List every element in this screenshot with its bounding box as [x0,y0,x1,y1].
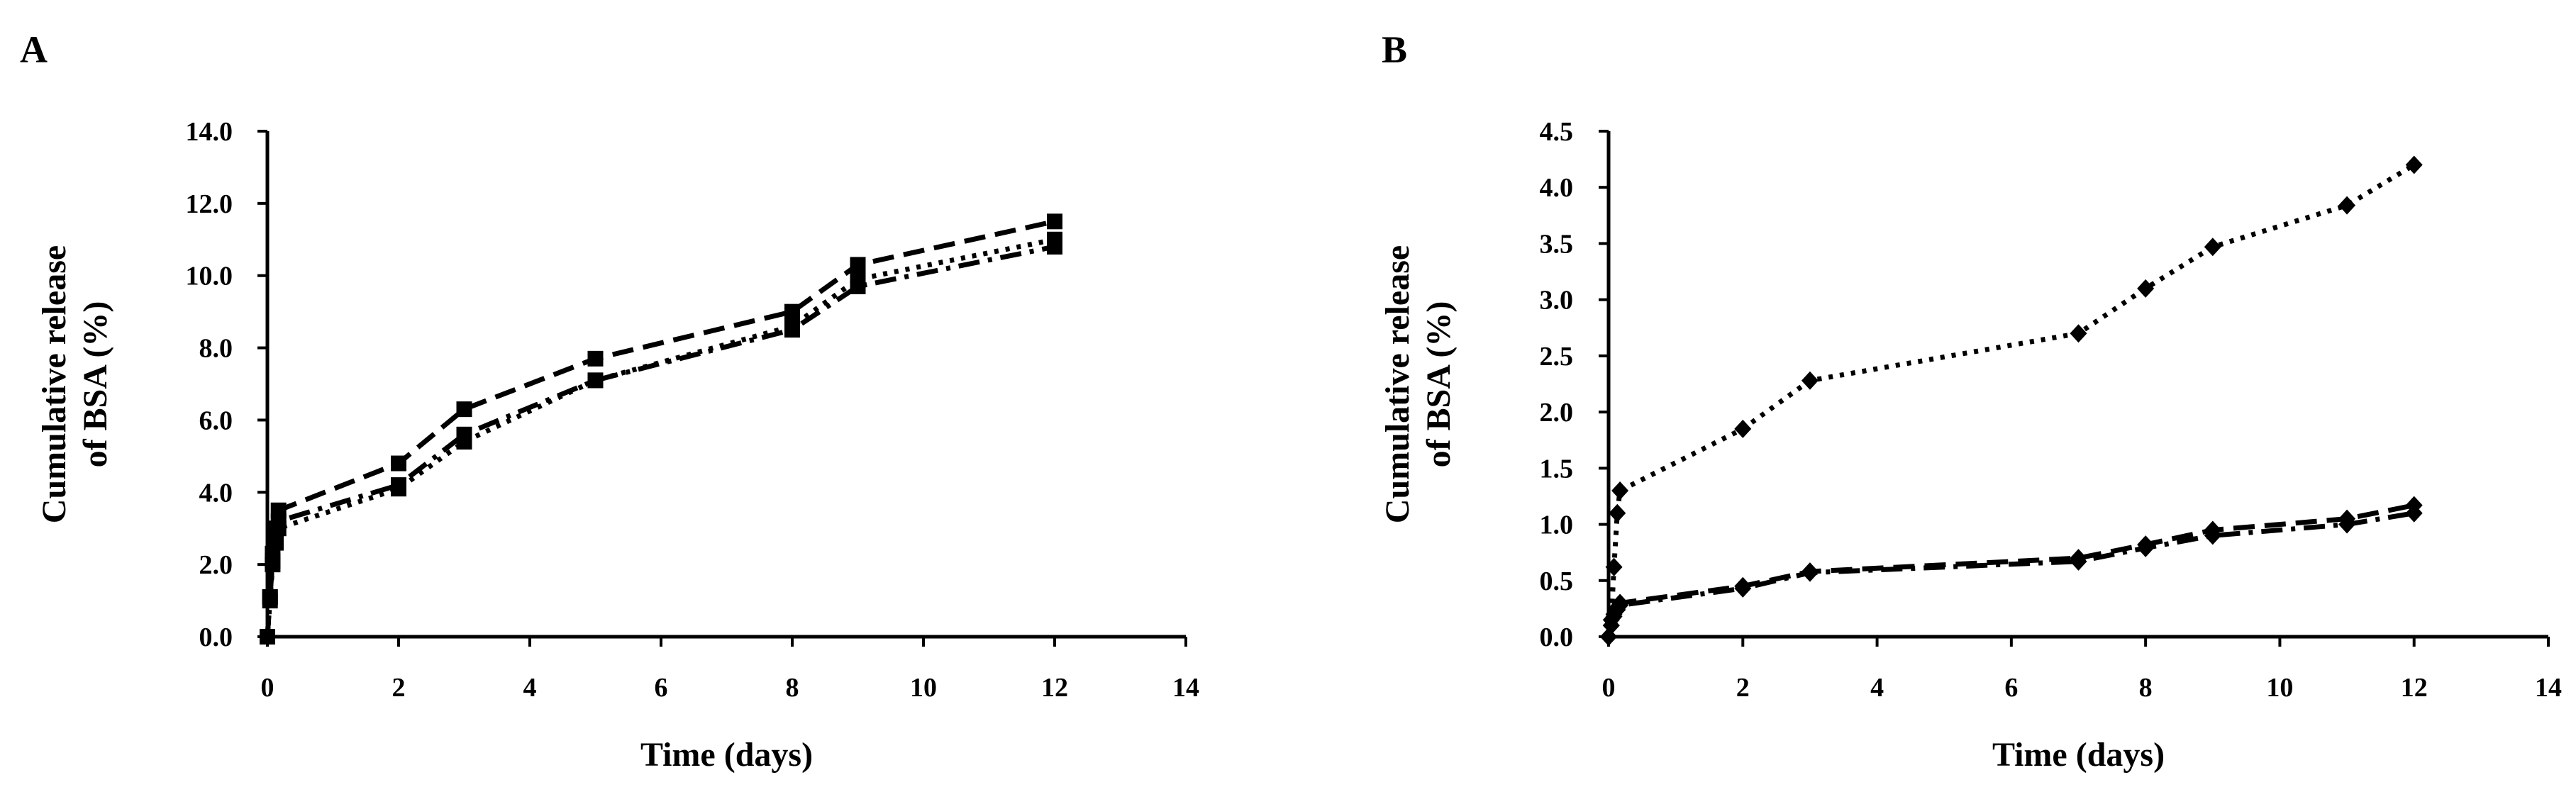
panel-a-x-tick-label: 4 [523,673,537,703]
panel-b-y-axis-title-line1: Cumulative release [1379,245,1416,523]
panel-b-letter: B [1382,28,1407,71]
panel-a-y-tick-label: 14.0 [186,117,233,147]
panel-b-series-dotted-point [2405,155,2423,174]
panel-a-series-dash-dot-point [1047,238,1062,255]
panel-a-letter: A [20,28,48,71]
panel-a-series-dash-dot-point [456,426,472,442]
panel-b-x-tick-label: 10 [2266,673,2293,703]
panel-a-series-dash-dot-point [850,278,866,294]
panel-b-x-axis-title: Time (days) [1992,736,2165,774]
panel-b-x-tick-label: 14 [2535,673,2562,703]
panel-b: B 0.0 0.5 1.0 1.5 2.0 2.5 3.0 3.5 4.0 4.5 0 2 4 6 8 10 12… [1379,28,2562,774]
panel-b-series-dotted-point [1734,419,1752,438]
panel-b-series-dash-dot-point [1734,579,1752,598]
panel-b-y-tick-label: 1.0 [1540,511,1574,540]
panel-a-series-dash-dot-point [262,589,278,605]
panel-a-series-dashed-point [587,350,604,367]
panel-b-y-tick-label: 3.0 [1540,286,1574,316]
panel-a: A 0.0 2.0 4.0 6.0 8.0 10.0 12.0 14.0 0 2 4 6 8 10 12 14 T… [20,28,1199,774]
panel-b-series-dotted-point [1801,371,1819,390]
panel-b-series-dashed-line [1606,503,2415,637]
panel-b-series-dotted-point [1611,481,1629,501]
panel-b-y-axis-title-line2: of BSA (%) [1420,301,1458,468]
panel-b-x-tick-label: 0 [1602,673,1616,703]
panel-a-series-dashed-point [456,401,472,418]
panel-a-series-dash-dot-point [270,513,287,530]
panel-a-series-dash-dot-point [268,528,284,544]
panel-a-series-dash-dot-point [587,372,604,389]
panel-b-series-dotted-point [2338,196,2356,215]
panel-b-series-dotted-point [2070,324,2087,343]
panel-a-y-tick-label: 6.0 [199,406,233,435]
panel-a-y-tick-label: 4.0 [199,478,233,508]
panel-a-y-axis-title-line1: Cumulative release [35,245,73,523]
panel-a-series-dash-dot-line [265,244,1055,637]
panel-b-y-tick-label: 4.5 [1540,117,1574,147]
panel-a-series-dashed-point [391,455,406,472]
panel-b-series-dotted-point [1605,557,1623,576]
panel-b-series-dash-dot-point [2338,515,2356,534]
panel-b-x-tick-label: 4 [1870,673,1884,703]
panel-b-y-tick-label: 1.5 [1540,454,1574,484]
panel-a-x-tick-label: 0 [261,673,274,703]
panel-b-y-tick-label: 4.0 [1540,173,1574,203]
panel-a-y-tick-label: 2.0 [199,550,233,580]
panel-a-x-tick-label: 6 [655,673,668,703]
panel-a-series-dash-dot-point [784,322,800,338]
panel-a-y-tick-label: 8.0 [199,334,233,364]
panel-b-x-tick-label: 12 [2401,673,2428,703]
panel-a-y-tick-label: 10.0 [186,262,233,291]
panel-a-x-tick-label: 14 [1172,673,1199,703]
panel-b-y-tick-label: 3.5 [1540,229,1574,259]
panel-a-y-axis-title-line2: of BSA (%) [77,301,114,468]
panel-a-series-dash-dot-point [260,629,275,645]
panel-b-y-tick-label: 2.0 [1540,398,1574,428]
panel-a-series-dash-dot-point [391,477,406,493]
panel-b-series-dotted-point [1609,503,1626,523]
panel-b-series-dash-dot-line [1606,511,2415,637]
panel-b-series-dotted-point [2204,238,2221,257]
panel-b-series-dash-dot-point [2204,526,2221,545]
panel-a-x-tick-label: 10 [910,673,937,703]
panel-a-series-dashed-point [850,257,866,273]
panel-a-x-tick-label: 2 [392,673,406,703]
panel-b-x-tick-label: 6 [2004,673,2018,703]
panel-b-series-dash-dot-point [1611,596,1629,615]
panel-a-x-axis-title: Time (days) [640,736,813,774]
panel-a-y-tick-label: 12.0 [186,189,233,219]
panel-a-series-dashed-line [265,218,1055,637]
panel-b-x-tick-label: 8 [2139,673,2153,703]
panel-b-series-dash-dot-point [2137,538,2155,557]
panel-a-series-dashed-point [784,303,800,320]
panel-a-x-tick-label: 12 [1041,673,1068,703]
panel-b-series-dotted-point [2137,279,2155,298]
panel-a-x-tick-label: 8 [786,673,799,703]
panel-b-x-tick-label: 2 [1736,673,1750,703]
panel-a-series-dashed-point [1047,213,1062,230]
panel-b-y-tick-label: 2.5 [1540,342,1574,372]
panel-a-series-dash-dot-point [265,553,281,569]
panel-b-y-tick-label: 0.5 [1540,567,1574,596]
panel-b-series-dash-dot-point [2070,552,2087,571]
panel-b-y-tick-label: 0.0 [1540,623,1574,652]
panel-b-series-dash-dot-point [2405,503,2423,523]
panel-b-series-dash-dot-point [1801,563,1819,582]
panel-a-y-tick-label: 0.0 [199,623,233,652]
panel-a-series-dotted-line [265,237,1055,637]
